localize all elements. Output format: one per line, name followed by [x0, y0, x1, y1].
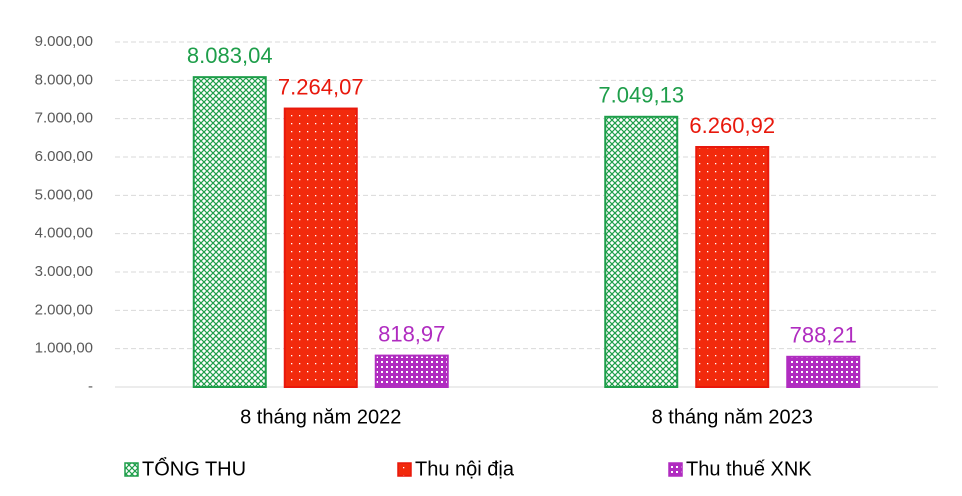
- legend-swatch: [124, 462, 139, 477]
- y-tick-label: 2.000,00: [35, 301, 93, 318]
- legend-label: Thu thuế XNK: [686, 458, 812, 480]
- y-tick-label: 1.000,00: [35, 340, 93, 357]
- y-tick-label: 5.000,00: [35, 186, 93, 203]
- value-label: 6.260,92: [689, 113, 775, 138]
- bar: [283, 107, 358, 389]
- y-tick-label: 8.000,00: [35, 71, 93, 88]
- legend-label: TỔNG THU: [142, 456, 246, 480]
- value-label: 788,21: [790, 323, 857, 348]
- y-tick-label: -: [88, 378, 93, 395]
- y-tick-label: 6.000,00: [35, 148, 93, 165]
- bar: [604, 115, 679, 388]
- legend-label: Thu nội địa: [415, 458, 515, 480]
- x-tick-label: 8 tháng năm 2023: [652, 406, 813, 428]
- value-label: 818,97: [378, 321, 445, 346]
- value-label: 8.083,04: [187, 43, 273, 68]
- legend-swatch: [397, 462, 412, 477]
- value-label: 7.049,13: [598, 83, 684, 108]
- bar: [192, 76, 267, 388]
- y-tick-label: 9.000,00: [35, 33, 93, 50]
- x-tick-label: 8 tháng năm 2022: [240, 406, 401, 428]
- value-label: 7.264,07: [278, 74, 364, 99]
- y-tick-label: 7.000,00: [35, 110, 93, 127]
- y-tick-label: 4.000,00: [35, 225, 93, 242]
- legend-swatch: [668, 462, 683, 477]
- bar: [786, 355, 861, 388]
- y-tick-label: 3.000,00: [35, 263, 93, 280]
- bar: [374, 354, 449, 388]
- bar: [695, 145, 770, 388]
